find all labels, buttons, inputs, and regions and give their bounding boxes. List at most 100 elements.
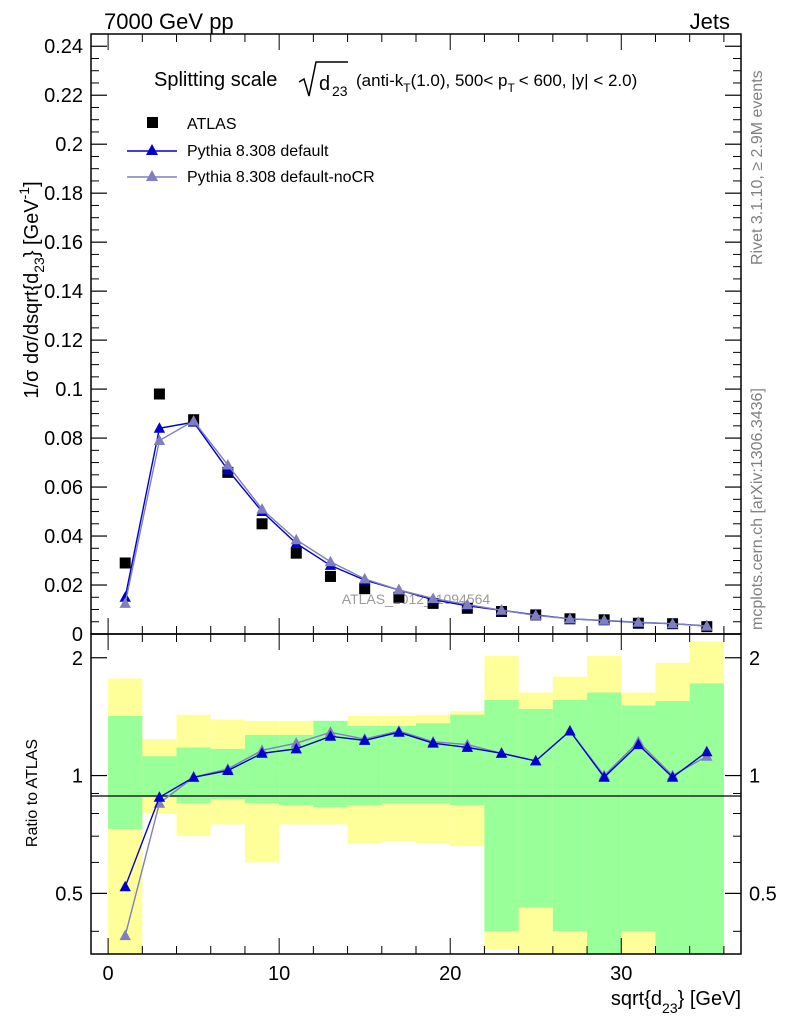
legend-label-nocr: Pythia 8.308 default-noCR — [187, 169, 375, 186]
title-tail-2-sub: T — [507, 81, 515, 95]
ratio-point-default — [358, 734, 371, 745]
y-tick-label: 0.24 — [44, 36, 83, 58]
data-point-atlas — [359, 583, 371, 595]
x-axis-title: sqrt{d23} [GeV] — [611, 988, 741, 1016]
legend-label-atlas: ATLAS — [187, 116, 237, 133]
ratio-band-inner — [587, 692, 622, 954]
data-point-nocr — [461, 598, 474, 610]
y-tick-label: 0.2 — [55, 134, 83, 156]
main-series-group — [119, 388, 713, 633]
y-tick-label: 0.08 — [44, 428, 83, 450]
data-point-nocr — [153, 434, 166, 446]
legend-label-default: Pythia 8.308 default — [187, 143, 329, 160]
svg-text:d: d — [319, 73, 330, 95]
mcplots-label: mcplots.cern.ch [arXiv:1306.3436] — [749, 388, 766, 630]
chart-title: Splitting scale d 23 (anti-kT(1.0), 500<… — [154, 61, 637, 99]
ratio-band-inner — [655, 701, 690, 954]
data-point-atlas — [119, 557, 131, 569]
title-tail-1-sub: T — [403, 81, 411, 95]
svg-text:(anti-kT(1.0), 500< pT< 600, |: (anti-kT(1.0), 500< pT < 600, |y| < 2.0) — [356, 71, 637, 95]
legend-marker-default — [146, 144, 158, 155]
data-point-nocr — [564, 612, 576, 624]
y-tick-label: 0.12 — [44, 330, 83, 352]
x-tick-label: 10 — [268, 963, 290, 985]
y-tick-label: 0.18 — [44, 183, 83, 205]
ratio-band-inner — [552, 699, 588, 932]
data-point-default — [153, 422, 166, 433]
ratio-point-default — [187, 771, 200, 782]
sqrt-symbol — [298, 61, 348, 97]
ratio-line-nocr — [124, 729, 708, 936]
data-point-nocr — [427, 592, 439, 603]
data-point-atlas — [393, 591, 405, 603]
x-tick-label: 0 — [103, 963, 114, 985]
ratio-point-default — [256, 747, 268, 758]
ratio-point-nocr — [119, 929, 131, 941]
ratio-band-inner — [484, 699, 519, 932]
ratio-point-default — [530, 754, 542, 766]
title-var-sub: 23 — [332, 83, 348, 99]
y-tick-label: 0.14 — [44, 281, 83, 303]
ratio-point-default — [632, 738, 645, 750]
ratio-point-default — [290, 742, 302, 754]
data-point-atlas — [256, 518, 268, 530]
legend: ATLAS Pythia 8.308 default Pythia 8.308 … — [127, 116, 375, 186]
header-right-label: Jets — [690, 9, 730, 34]
data-point-nocr — [222, 459, 234, 470]
title-var: d — [319, 73, 330, 95]
ratio-band-inner — [518, 708, 553, 908]
ratio-point-default — [153, 791, 166, 802]
data-point-nocr — [495, 604, 508, 615]
data-point-nocr — [632, 616, 645, 627]
svg-text:Splitting scale: Splitting scale — [154, 69, 277, 91]
header-left-label: 7000 GeV pp — [104, 9, 234, 34]
data-point-nocr — [324, 555, 337, 567]
axes-group: 0 0.02 0.04 0.06 0.08 0.1 0.12 0.14 0.16 0.18 0.2 0… — [44, 34, 777, 985]
ratio-point-default — [666, 771, 679, 782]
ratio-tick-label-right: 1 — [749, 766, 760, 788]
data-point-nocr — [358, 572, 371, 584]
ratio-tick-label: 0.5 — [55, 883, 83, 905]
data-point-atlas — [153, 388, 165, 400]
ratio-point-default — [461, 741, 474, 752]
data-point-nocr — [530, 609, 542, 620]
ratio-y-axis-title: Ratio to ATLAS — [24, 739, 41, 847]
series-line-default — [124, 421, 707, 627]
ratio-point-default — [427, 737, 439, 748]
series-line-nocr — [124, 420, 707, 627]
data-point-nocr — [119, 597, 131, 608]
ratio-uncertainty-bands — [108, 641, 724, 954]
ratio-band-inner — [108, 715, 143, 830]
data-point-nocr — [598, 614, 610, 625]
x-tick-label: 30 — [610, 963, 632, 985]
ratio-point-default — [393, 726, 405, 737]
ratio-line-default — [124, 729, 708, 887]
title-tail-1: (anti-k — [356, 71, 404, 90]
y-axis-title: 1/σ dσ/dsqrt{d23} [GeV-1] — [16, 181, 47, 398]
ratio-band-inner — [689, 683, 724, 954]
ratio-tick-label-right: 0.5 — [749, 883, 777, 905]
data-point-nocr — [256, 503, 268, 514]
title-tail-2: (1.0), 500< p — [411, 71, 508, 90]
y-tick-label: 0.1 — [55, 379, 83, 401]
y-tick-label: 0.04 — [44, 526, 83, 548]
data-point-atlas — [290, 547, 302, 559]
ratio-point-default — [495, 747, 508, 758]
ratio-point-default — [324, 730, 337, 741]
legend-marker-nocr — [146, 170, 158, 181]
ratio-point-default — [564, 724, 576, 736]
data-point-nocr — [187, 414, 200, 426]
svg-text:23: 23 — [332, 83, 348, 99]
x-tick-label: 20 — [439, 963, 461, 985]
legend-marker-atlas — [147, 117, 158, 128]
ratio-point-nocr — [290, 737, 302, 748]
ratio-point-default — [119, 880, 131, 892]
data-point-default — [119, 591, 131, 602]
ratio-tick-label: 2 — [72, 648, 83, 670]
ratio-band-inner — [416, 723, 451, 804]
ratio-tick-label-right: 2 — [749, 648, 760, 670]
y-tick-label: 0.06 — [44, 477, 83, 499]
ratio-point-default — [598, 771, 610, 782]
y-tick-label: 0.22 — [44, 85, 83, 107]
ratio-band-inner — [381, 725, 416, 804]
